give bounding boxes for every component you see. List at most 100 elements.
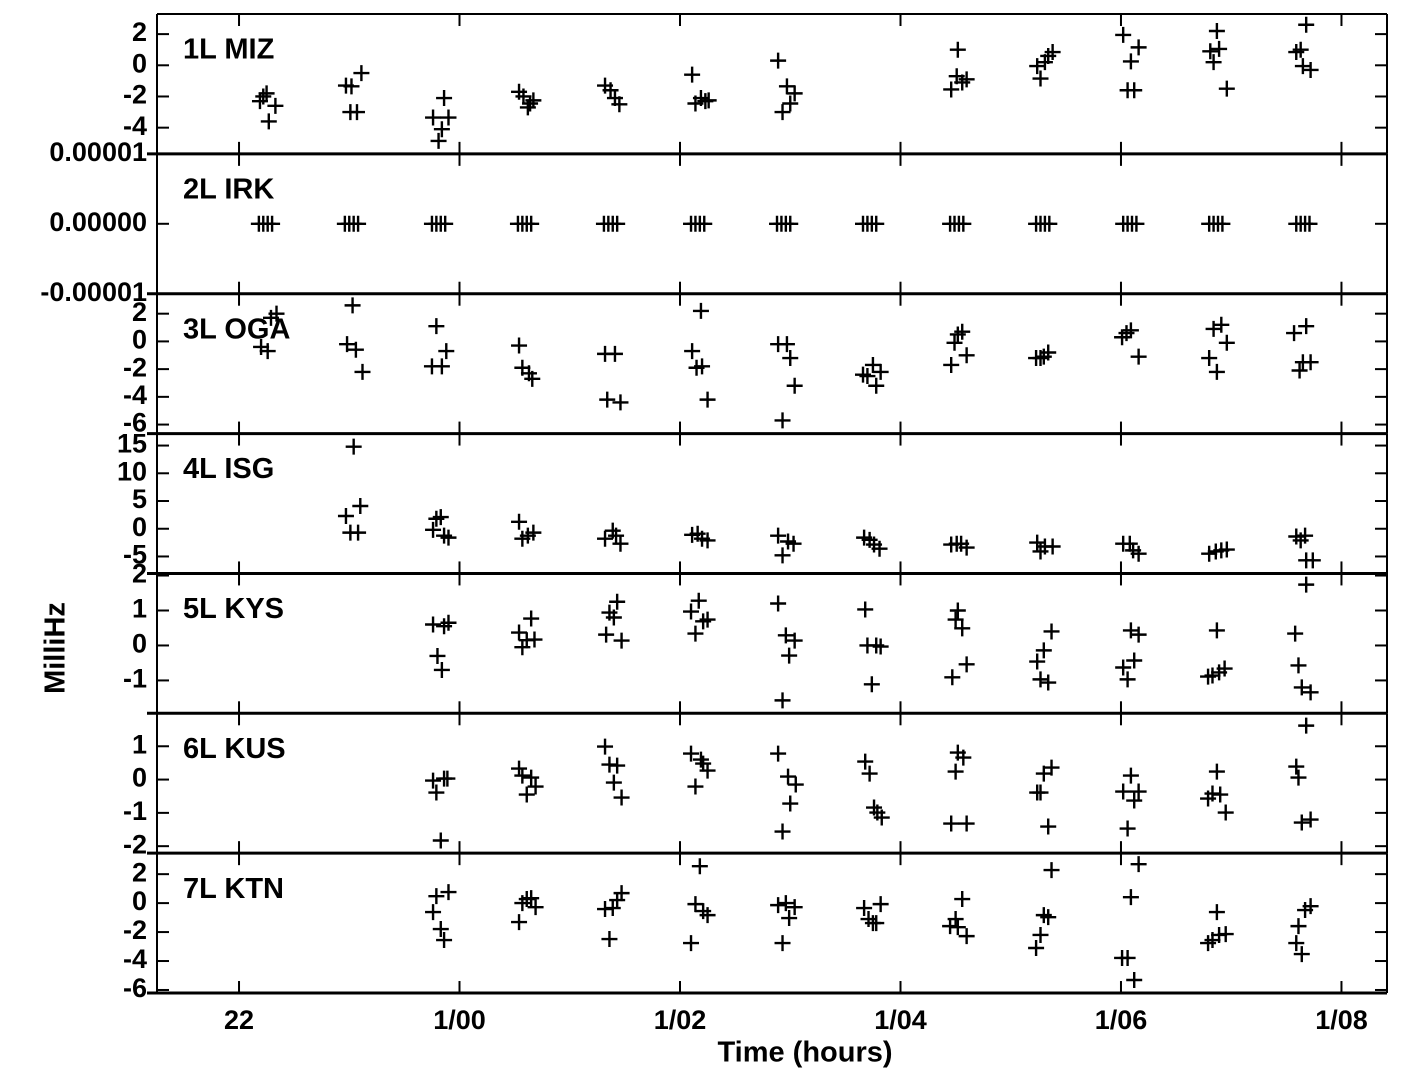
- point: [597, 738, 614, 755]
- point: [857, 601, 874, 618]
- point: [857, 753, 874, 770]
- point: [612, 394, 629, 411]
- point: [433, 661, 450, 678]
- point: [699, 391, 716, 408]
- point: [511, 337, 528, 354]
- point: [958, 347, 975, 364]
- point: [1028, 939, 1045, 956]
- point: [1286, 325, 1303, 342]
- point: [436, 90, 453, 107]
- y-tick-label: 2: [132, 559, 147, 589]
- point: [1126, 971, 1143, 988]
- point: [694, 358, 711, 375]
- point: [425, 904, 442, 921]
- point: [955, 749, 972, 766]
- x-tick-label: 1/02: [654, 1005, 707, 1035]
- point: [872, 638, 889, 655]
- point: [1029, 534, 1046, 551]
- point: [1119, 671, 1136, 688]
- point: [954, 323, 971, 340]
- point: [609, 757, 626, 774]
- point: [683, 603, 700, 620]
- point: [433, 121, 450, 138]
- point: [683, 935, 700, 952]
- point: [958, 928, 975, 945]
- point: [268, 305, 285, 322]
- x-axis-label: Time (hours): [717, 1037, 892, 1069]
- point: [1302, 61, 1319, 78]
- point: [1301, 215, 1318, 232]
- point: [522, 95, 539, 112]
- point: [683, 745, 700, 762]
- point: [872, 896, 889, 913]
- point: [947, 611, 964, 628]
- panel-label: 2L IRK: [183, 174, 274, 206]
- point: [612, 535, 629, 552]
- point: [525, 92, 542, 109]
- y-tick-label: -4: [123, 380, 147, 410]
- point: [863, 676, 880, 693]
- point: [613, 885, 630, 902]
- point: [1130, 856, 1147, 873]
- point: [609, 215, 626, 232]
- point: [770, 52, 787, 69]
- y-tick-label: 15: [117, 429, 147, 459]
- point: [606, 345, 623, 362]
- point: [782, 350, 799, 367]
- point: [1032, 671, 1049, 688]
- point: [1201, 545, 1218, 562]
- y-tick-label: 1: [132, 594, 147, 624]
- y-tick-label: -2: [123, 915, 147, 945]
- point: [1217, 804, 1234, 821]
- point: [1043, 759, 1060, 776]
- point: [613, 632, 630, 649]
- point: [438, 343, 455, 360]
- y-tick-label: 10: [117, 456, 147, 486]
- point: [526, 631, 543, 648]
- point: [425, 616, 442, 633]
- point: [872, 363, 889, 380]
- y-tick-label: 0.00001: [49, 137, 147, 167]
- point: [1201, 350, 1218, 367]
- point: [958, 656, 975, 673]
- point: [958, 71, 975, 88]
- point: [1208, 904, 1225, 921]
- point: [259, 343, 276, 360]
- point: [868, 215, 885, 232]
- point: [1130, 348, 1147, 365]
- point: [1128, 215, 1145, 232]
- point: [511, 760, 528, 777]
- point: [868, 377, 885, 394]
- point: [425, 521, 442, 538]
- point: [345, 438, 362, 455]
- point: [949, 919, 966, 936]
- point: [777, 895, 794, 912]
- point: [428, 318, 445, 335]
- point: [436, 932, 453, 949]
- point: [343, 78, 360, 95]
- point: [1217, 926, 1234, 943]
- point: [1032, 926, 1049, 943]
- point: [691, 858, 708, 875]
- point: [770, 595, 787, 612]
- point: [344, 297, 361, 314]
- point: [958, 815, 975, 832]
- point: [1293, 679, 1310, 696]
- point: [608, 527, 625, 544]
- point: [348, 104, 365, 121]
- point: [524, 370, 541, 387]
- point: [774, 104, 791, 121]
- point: [1290, 918, 1307, 935]
- point: [1205, 54, 1222, 71]
- point: [770, 745, 787, 762]
- point: [778, 336, 795, 353]
- point: [1208, 22, 1225, 39]
- x-tick-label: 1/06: [1095, 1005, 1148, 1035]
- y-tick-label: 0.00000: [49, 207, 147, 237]
- point: [1122, 767, 1139, 784]
- point: [1302, 354, 1319, 371]
- point: [699, 532, 716, 549]
- point: [1290, 769, 1307, 786]
- point: [947, 911, 964, 928]
- y-tick-label: -2: [123, 80, 147, 110]
